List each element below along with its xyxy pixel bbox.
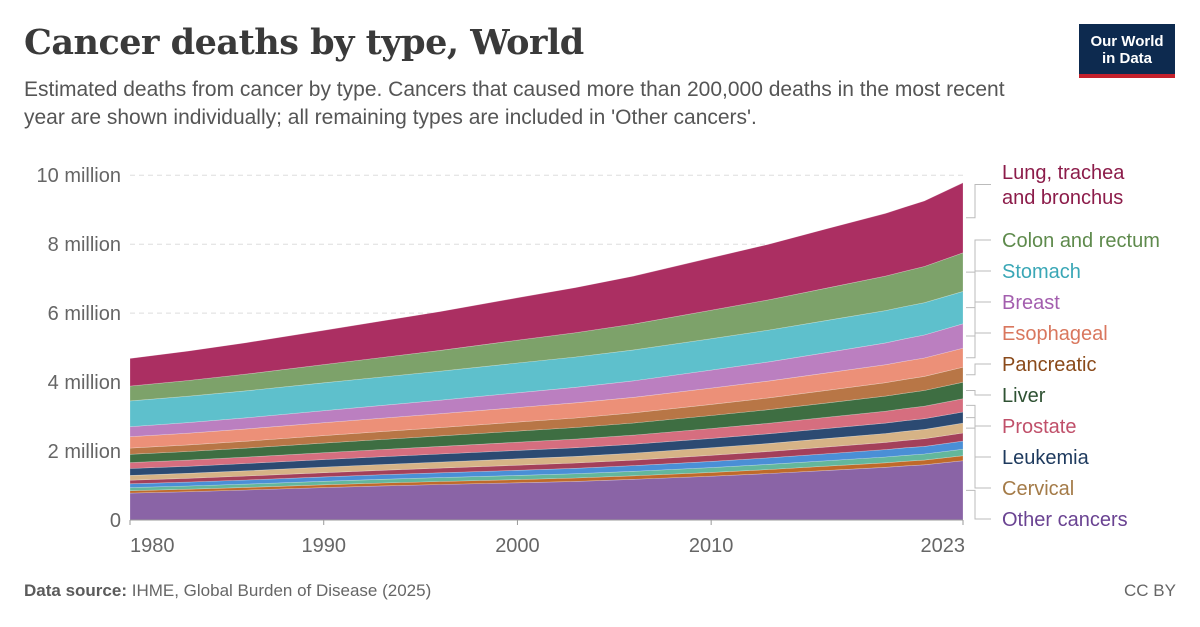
x-tick-label: 2010 (689, 535, 734, 557)
legend-connector (966, 239, 991, 273)
legend-label[interactable]: Leukemia (1002, 447, 1090, 469)
y-tick-label: 4 million (48, 372, 121, 394)
legend: Other cancers Cervical Leukemia Prostate Liv… (966, 162, 1160, 531)
data-source-label: Data source: (24, 581, 127, 600)
x-tick-label: 2023 (921, 535, 966, 557)
legend-label[interactable]: Other cancers (1002, 509, 1128, 531)
data-source: Data source: IHME, Global Burden of Dise… (24, 581, 431, 601)
chart-title: Cancer deaths by type, World (24, 22, 584, 63)
y-tick-label: 10 million (37, 165, 121, 187)
logo-line-1: Our World (1090, 33, 1164, 50)
legend-label[interactable]: Colon and rectum (1002, 230, 1160, 252)
x-tick-label: 1980 (130, 535, 175, 557)
legend-connector (966, 390, 991, 396)
legend-label[interactable]: Lung, trachea and bronchus (1002, 162, 1125, 209)
axes: 0 2 million 4 million 6 million 8 million 10 … (37, 165, 965, 557)
y-tick-label: 6 million (48, 303, 121, 325)
legend-connector (966, 489, 991, 520)
legend-connector (966, 332, 991, 359)
legend-connector (966, 363, 991, 376)
legend-label[interactable]: Stomach (1002, 261, 1081, 283)
x-tick-label: 1990 (301, 535, 346, 557)
area-group-4[interactable] (129, 440, 964, 488)
y-tick-label: 8 million (48, 234, 121, 256)
area-series (129, 182, 964, 521)
legend-connector (966, 417, 991, 458)
x-tick-label: 2000 (495, 535, 540, 557)
owid-logo[interactable]: Our World in Data (1079, 24, 1175, 78)
legend-connector (966, 270, 991, 309)
legend-label[interactable]: Prostate (1002, 416, 1076, 438)
legend-label[interactable]: Pancreatic (1002, 354, 1097, 376)
license-label[interactable]: CC BY (1124, 581, 1176, 600)
logo-line-2: in Data (1101, 50, 1152, 67)
y-tick-label: 0 (110, 510, 121, 532)
data-source-text[interactable]: IHME, Global Burden of Disease (2025) (131, 581, 432, 600)
legend-connector (966, 427, 991, 489)
legend-label[interactable]: Cervical (1002, 478, 1074, 500)
legend-connector (966, 404, 991, 427)
legend-label[interactable]: Liver (1002, 385, 1046, 407)
legend-label[interactable]: Esophageal (1002, 323, 1108, 345)
chart-subtitle: Estimated deaths from cancer by type. Ca… (24, 78, 1005, 129)
legend-connector (966, 184, 991, 219)
area-lung-trachea-and-bronchus[interactable] (129, 182, 964, 387)
y-tick-label: 2 million (48, 441, 121, 463)
legend-connector (966, 301, 991, 337)
legend-label[interactable]: Breast (1002, 292, 1060, 314)
